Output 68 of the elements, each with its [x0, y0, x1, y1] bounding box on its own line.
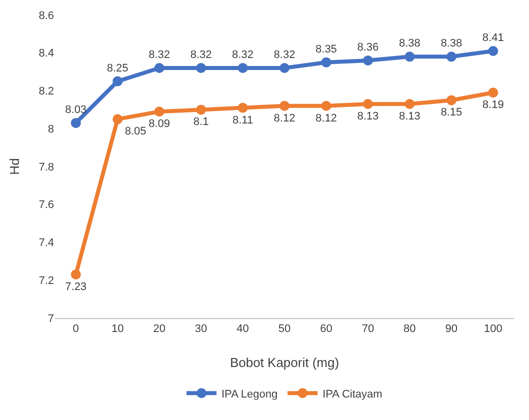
data-label: 8.36	[357, 41, 379, 54]
point	[112, 114, 123, 124]
data-label: 8.41	[482, 32, 504, 44]
x-tick-label: 10	[111, 323, 124, 336]
y-tick-label: 7.4	[38, 237, 54, 250]
point	[362, 55, 373, 66]
point	[154, 63, 164, 74]
y-tick-label: 8.2	[38, 86, 54, 98]
legend-label: IPA Citayam	[322, 388, 382, 400]
data-label: 8.15	[440, 106, 462, 119]
y-tick-label: 8	[48, 123, 54, 136]
point	[280, 100, 290, 111]
data-label: 8.11	[232, 114, 254, 126]
data-label: 8.19	[482, 99, 504, 112]
point	[196, 63, 206, 74]
point	[154, 106, 164, 117]
data-label: 8.32	[232, 49, 254, 62]
point	[196, 104, 206, 115]
point	[404, 52, 415, 62]
data-label: 8.12	[274, 112, 296, 124]
legend-label: IPA Legong	[222, 388, 278, 400]
data-label: 8.35	[316, 43, 337, 56]
data-label: 8.12	[316, 112, 337, 124]
x-tick-label: 80	[404, 323, 416, 336]
x-tick-label: 20	[153, 323, 166, 336]
x-tick-label: 30	[194, 323, 208, 336]
y-tick-label: 7.8	[38, 161, 54, 174]
y-tick-label: 7	[48, 312, 54, 325]
y-axis-title: Hd	[7, 158, 22, 175]
point	[238, 102, 248, 113]
y-tick-label: 7.2	[38, 274, 54, 287]
data-label: 8.03	[65, 104, 87, 116]
data-label: 8.13	[398, 110, 420, 123]
point	[446, 52, 456, 62]
y-tick-label: 7.6	[38, 199, 54, 212]
data-label: 8.25	[106, 62, 128, 74]
data-label: 7.23	[65, 280, 87, 293]
point	[70, 118, 81, 128]
point	[446, 95, 456, 106]
data-label: 8.32	[148, 49, 170, 62]
point	[70, 269, 81, 280]
point	[321, 100, 332, 111]
x-axis-title: Bobot Kaporit (mg)	[230, 355, 340, 370]
point	[362, 99, 373, 110]
data-label: 8.38	[440, 38, 462, 50]
x-tick-label: 60	[320, 323, 332, 336]
y-tick-label: 8.4	[38, 48, 54, 60]
data-label: 8.13	[357, 110, 379, 123]
x-tick-label: 90	[445, 323, 458, 336]
data-label: 8.32	[274, 49, 296, 62]
point	[404, 99, 415, 110]
data-label: 8.32	[190, 49, 212, 62]
y-tick-label: 8.6	[38, 10, 54, 22]
x-tick-label: 50	[278, 323, 291, 336]
x-tick-label: 100	[484, 323, 502, 336]
data-label: 8.38	[398, 38, 420, 50]
point	[280, 63, 290, 74]
x-tick-label: 0	[72, 323, 79, 336]
point	[321, 57, 332, 68]
x-tick-label: 40	[236, 323, 249, 336]
point	[238, 63, 248, 74]
data-label: 8.05	[124, 126, 146, 138]
point	[112, 76, 123, 86]
data-label: 8.1	[193, 116, 209, 128]
point	[488, 88, 498, 98]
data-label: 8.09	[148, 118, 170, 130]
point	[488, 46, 498, 56]
x-tick-label: 70	[362, 323, 374, 336]
